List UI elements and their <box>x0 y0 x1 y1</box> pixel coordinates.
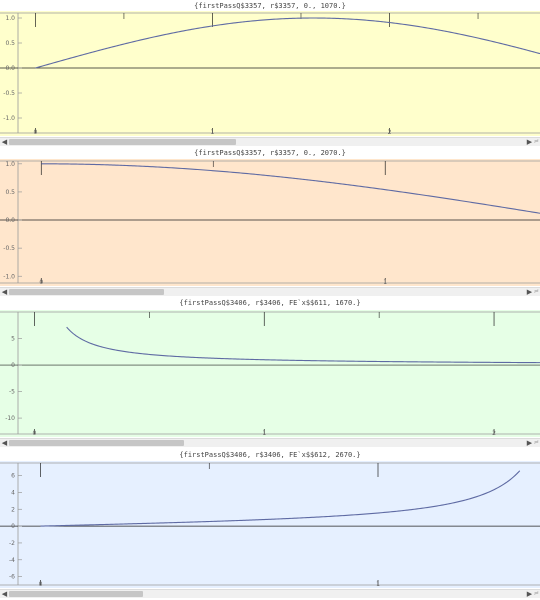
scroll-right-arrow-icon[interactable]: ▶ <box>526 288 533 296</box>
scroll-left-arrow-icon[interactable]: ◀ <box>1 590 8 598</box>
y-tick-label: 1.0 <box>5 15 15 22</box>
resize-grip-icon[interactable]: ≓ <box>534 138 540 145</box>
y-tick-label: -2 <box>9 540 15 547</box>
x-tick-label: 0 <box>39 581 43 588</box>
y-tick-label: -1.0 <box>3 273 15 280</box>
plot-panel-3: -10 -5 0 5 0 1 2 <box>0 310 540 437</box>
scrollbar-thumb[interactable] <box>9 289 164 295</box>
plot-caption-3: {firstPassQ$3406, r$3406, FE`x$$611, 167… <box>179 299 361 307</box>
y-tick-label: -4 <box>9 557 15 564</box>
y-tick-label: 1.0 <box>5 161 15 168</box>
plot-background <box>0 310 540 437</box>
plot-caption-2: {firstPassQ$3357, r$3357, 0., 2070.} <box>194 149 346 157</box>
plot-caption-1: {firstPassQ$3357, r$3357, 0., 1070.} <box>194 2 346 10</box>
x-tick-label: 1 <box>383 279 387 286</box>
horizontal-scrollbar-1[interactable]: ◀ ▶ ≓ <box>0 137 540 146</box>
y-tick-label: 0.5 <box>5 189 15 196</box>
horizontal-scrollbar-3[interactable]: ◀ ▶ ≓ <box>0 438 540 447</box>
scroll-left-arrow-icon[interactable]: ◀ <box>1 288 8 296</box>
y-tick-label: -1.0 <box>3 115 15 122</box>
y-tick-label: 2 <box>11 506 15 513</box>
plot-graphic-2: -1.0 -0.5 0.0 0.5 1.0 0 1 <box>0 159 540 286</box>
plot-background <box>0 11 540 136</box>
scroll-right-arrow-icon[interactable]: ▶ <box>526 439 533 447</box>
resize-grip-icon[interactable]: ≓ <box>534 288 540 295</box>
y-tick-label: 0.0 <box>5 65 15 72</box>
scrollbar-thumb[interactable] <box>9 591 143 597</box>
scroll-left-arrow-icon[interactable]: ◀ <box>1 439 8 447</box>
series-curve <box>40 470 521 527</box>
x-tick-label: 1 <box>211 129 215 136</box>
y-tick-label: -6 <box>9 574 15 581</box>
plot-background <box>0 159 540 286</box>
plot-graphic-4: -6 -4 -2 0 2 4 6 0 1 <box>0 461 540 588</box>
y-tick-label: 5 <box>11 336 15 343</box>
x-tick-label: 0 <box>33 430 37 437</box>
y-tick-label: 0.5 <box>5 40 15 47</box>
y-tick-label: 4 <box>11 489 15 496</box>
plot-panel-1: -1.0 -0.5 0.0 0.5 1.0 0 1 2 <box>0 11 540 136</box>
series-curve <box>41 163 540 214</box>
y-tick-label: 0 <box>11 523 15 530</box>
x-tick-label: 2 <box>388 129 392 136</box>
resize-grip-icon[interactable]: ≓ <box>534 439 540 446</box>
horizontal-scrollbar-2[interactable]: ◀ ▶ ≓ <box>0 287 540 296</box>
y-tick-label: 6 <box>11 473 15 480</box>
y-tick-label: 0.0 <box>5 217 15 224</box>
y-tick-label: -0.5 <box>3 245 15 252</box>
plot-background <box>0 461 540 588</box>
series-curve <box>35 17 540 69</box>
scrollbar-thumb[interactable] <box>9 139 236 145</box>
y-tick-label: -10 <box>5 415 15 422</box>
plot-graphic-3: -10 -5 0 5 0 1 2 <box>0 310 540 437</box>
scroll-right-arrow-icon[interactable]: ▶ <box>526 590 533 598</box>
x-tick-label: 1 <box>262 430 266 437</box>
horizontal-scrollbar-4[interactable]: ◀ ▶ ≓ <box>0 589 540 598</box>
scrollbar-thumb[interactable] <box>9 440 184 446</box>
plot-graphic-1: -1.0 -0.5 0.0 0.5 1.0 0 1 2 <box>0 11 540 136</box>
x-tick-label: 0 <box>33 129 37 136</box>
series-curve <box>66 326 540 364</box>
plot-caption-4: {firstPassQ$3406, r$3406, FE`x$$612, 267… <box>179 451 361 459</box>
x-tick-label: 2 <box>492 430 496 437</box>
y-tick-label: -0.5 <box>3 90 15 97</box>
x-tick-label: 0 <box>39 279 43 286</box>
resize-grip-icon[interactable]: ≓ <box>534 590 540 597</box>
plot-panel-2: -1.0 -0.5 0.0 0.5 1.0 0 1 <box>0 159 540 286</box>
y-tick-label: 0 <box>11 362 15 369</box>
scroll-right-arrow-icon[interactable]: ▶ <box>526 138 533 146</box>
y-tick-label: -5 <box>9 389 15 396</box>
x-tick-label: 1 <box>376 581 380 588</box>
plot-panel-4: -6 -4 -2 0 2 4 6 0 1 <box>0 461 540 588</box>
scroll-left-arrow-icon[interactable]: ◀ <box>1 138 8 146</box>
